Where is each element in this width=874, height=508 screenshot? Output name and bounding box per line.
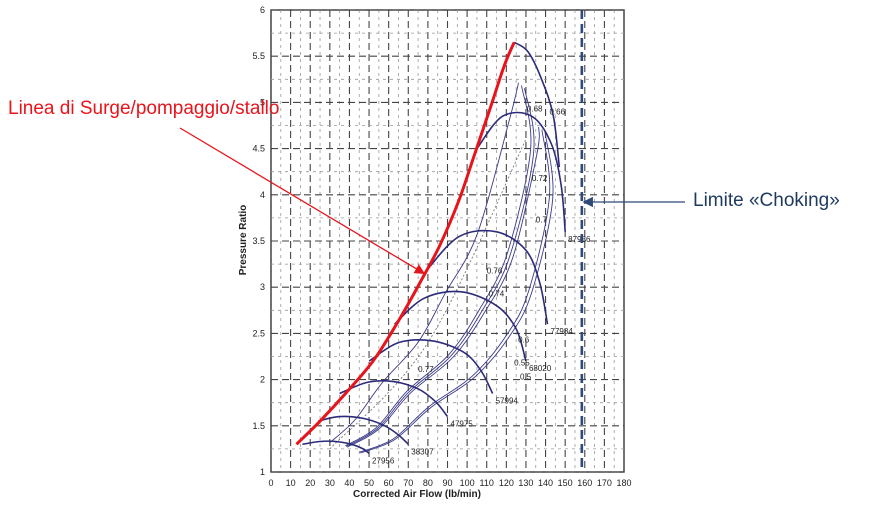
efficiency-label: 0.6: [518, 336, 530, 345]
surge-annotation-arrow: [179, 127, 426, 275]
speed-line-label: 38307: [411, 447, 434, 456]
x-tick-label: 20: [305, 478, 315, 488]
y-tick-label: 3.5: [252, 236, 265, 246]
peak-efficiency-line: [329, 139, 527, 450]
y-tick-label: 1.5: [252, 421, 265, 431]
speed-line-label: 47975: [451, 420, 474, 429]
x-tick-label: 40: [344, 478, 354, 488]
x-tick-label: 110: [480, 478, 494, 488]
x-tick-label: 60: [384, 478, 394, 488]
speed-line: [427, 229, 549, 325]
x-tick-label: 10: [286, 478, 296, 488]
speed-line: [317, 415, 409, 445]
x-axis-label: Corrected Air Flow (lb/min): [353, 489, 481, 500]
y-tick-label: 4.5: [252, 144, 265, 154]
speed-lines: 27956 38307 47975 57994 68020 77984 87986: [302, 41, 591, 466]
efficiency-contour: [345, 85, 532, 447]
x-tick-label: 120: [499, 478, 514, 488]
efficiency-label: 0.7: [536, 216, 548, 225]
y-tick-label: 3: [260, 282, 265, 292]
x-tick-label: 0: [268, 478, 273, 488]
speed-line-label: 27956: [372, 457, 395, 466]
speed-line-label: 77984: [551, 327, 574, 336]
x-tick-label: 150: [558, 478, 573, 488]
efficiency-contour: [329, 82, 519, 443]
y-axis-label: Pressure Ratio: [238, 205, 249, 276]
y-tick-label: 4: [260, 190, 265, 200]
y-tick-label: 2: [260, 375, 265, 385]
efficiency-label: 0.55: [514, 359, 530, 368]
speed-line-label: 87986: [568, 235, 591, 244]
x-tick-label: 140: [538, 478, 553, 488]
surge-line-group: [295, 41, 516, 446]
x-tick-label: 30: [325, 478, 335, 488]
y-tick-label: 1: [260, 467, 265, 477]
choke-limit-annotation: Limite «Choking»: [693, 190, 840, 211]
efficiency-label: 0.77: [418, 365, 434, 374]
efficiency-islands: [329, 82, 554, 454]
x-tick-label: 100: [460, 478, 475, 488]
surge-line: [295, 41, 516, 446]
efficiency-label: 0.74: [489, 289, 505, 298]
speed-line: [476, 111, 566, 232]
speed-line: [302, 440, 370, 455]
y-tick-label: 5.5: [252, 51, 265, 61]
y-tick-label: 5: [260, 97, 265, 107]
x-tick-label: 130: [518, 478, 533, 488]
axis-ticks: 0 10 20 30 40 50 60 70 80 90 100 110 120 130 140 150 160…: [252, 5, 631, 488]
x-tick-label: 50: [364, 478, 374, 488]
speed-line: [368, 339, 494, 394]
speed-line-label: 68020: [529, 364, 552, 373]
y-tick-label: 6: [260, 5, 265, 15]
efficiency-contour: [360, 131, 554, 454]
efficiency-labels: 0.68 0.66 0.72 0.7 0.76 0.74 0.6 0.55 0.5 0.77: [418, 105, 566, 382]
speed-line: [339, 379, 449, 418]
surge-line-annotation: Linea di Surge/pompaggio/stallo: [8, 98, 280, 119]
speed-line-label: 57994: [496, 396, 519, 405]
efficiency-label: 0.72: [532, 174, 548, 183]
x-tick-label: 170: [597, 478, 612, 488]
speed-line: [513, 41, 561, 168]
x-tick-label: 160: [577, 478, 592, 488]
efficiency-contour: [346, 88, 535, 447]
x-tick-label: 80: [423, 478, 433, 488]
efficiency-label: 0.68: [527, 105, 543, 114]
efficiency-label: 0.66: [549, 107, 565, 116]
y-tick-label: 2.5: [252, 328, 265, 338]
x-tick-label: 90: [442, 478, 452, 488]
grid: [270, 9, 625, 473]
efficiency-label: 0.5: [520, 373, 532, 382]
x-tick-label: 70: [403, 478, 413, 488]
annotation-arrows: [179, 127, 685, 275]
x-tick-label: 180: [616, 478, 631, 488]
efficiency-label: 0.76: [487, 266, 503, 275]
speed-line: [394, 290, 527, 362]
